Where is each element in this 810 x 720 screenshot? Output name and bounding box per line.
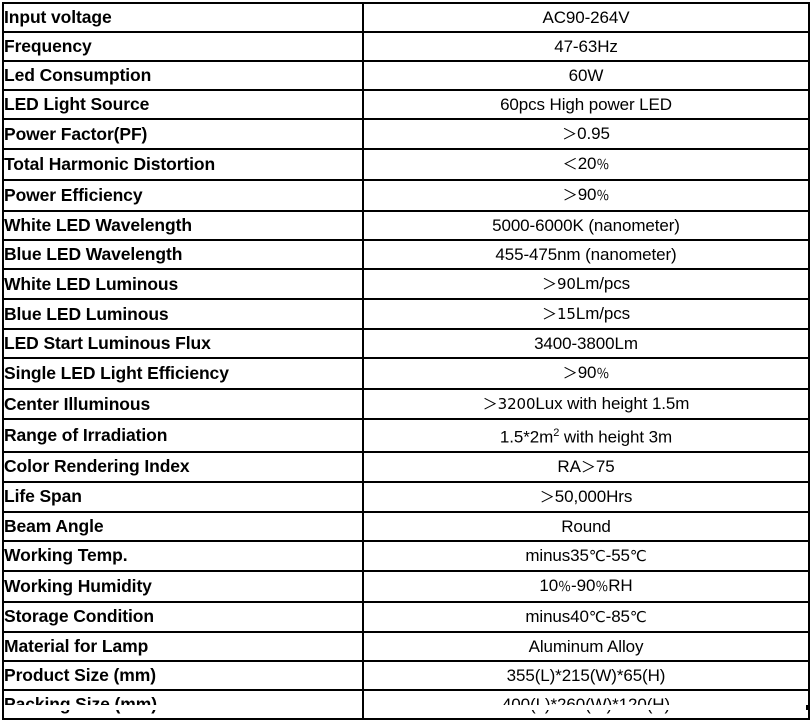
spec-value-cell: Round [362,510,810,542]
spec-label-cell: LED Start Luminous Flux [2,328,364,359]
table-row: Power Efficiency ＞90％ [2,179,810,212]
table-row: Working Humidity 10％-90％RH [2,569,810,603]
table-row: Input voltage AC90-264V [2,2,810,33]
spec-label-cell: Blue LED Wavelength [2,239,364,270]
spec-label-cell: Color Rendering Index [2,450,364,483]
spec-value-cell: Aluminum Alloy [362,630,810,662]
spec-value-cell: 1.5*2m2 with height 3m [362,418,810,453]
table-row: Power Factor(PF) ＞0.95 [2,118,810,150]
table-row: LED Start Luminous Flux 3400-3800Lm [2,328,810,359]
spec-label-cell: Blue LED Luminous [2,298,364,330]
spec-label-cell: Material for Lamp [2,630,364,662]
table-bottom-partial-row [2,705,808,710]
table-row: White LED Luminous ＞90Lm/pcs [2,268,810,300]
table-row: Material for Lamp Aluminum Alloy [2,630,810,662]
spec-label-cell: White LED Luminous [2,268,364,300]
spec-label-cell: Input voltage [2,2,364,33]
table-row: Color Rendering Index RA＞75 [2,450,810,483]
table-row: Blue LED Wavelength 455-475nm (nanometer) [2,239,810,270]
spec-label-cell: White LED Wavelength [2,210,364,241]
spec-label-cell: Center Illuminous [2,388,364,420]
spec-label-cell: Power Efficiency [2,179,364,212]
spec-value-cell: ＞0.95 [362,118,810,150]
spec-label-cell: Led Consumption [2,60,364,91]
table-row: Product Size (mm) 355(L)*215(W)*65(H) [2,659,810,691]
table-row: Led Consumption 60W [2,60,810,91]
table-row: Working Temp. minus35℃-55℃ [2,539,810,572]
spec-value-cell: RA＞75 [362,450,810,483]
table-row: Beam Angle Round [2,510,810,542]
spec-value-cell: ＞90％ [362,179,810,212]
table-bottom-column-divider [362,705,364,710]
table-row: Storage Condition minus40℃-85℃ [2,600,810,633]
table-row: Center Illuminous ＞3200Lux with height 1.… [2,388,810,420]
table-row: LED Light Source 60pcs High power LED [2,89,810,120]
table-row: Total Harmonic Distortion ＜20％ [2,148,810,181]
spec-value-cell: ＞50,000Hrs [362,480,810,513]
spec-value-cell: 60pcs High power LED [362,89,810,120]
table-row: Blue LED Luminous ＞15Lm/pcs [2,298,810,330]
spec-label-cell: Power Factor(PF) [2,118,364,150]
spec-label-cell: Beam Angle [2,510,364,542]
spec-value-cell: ＞15Lm/pcs [362,298,810,330]
spec-value-cell: ＞3200Lux with height 1.5m [362,388,810,420]
spec-value-cell: 3400-3800Lm [362,328,810,359]
table-row: Life Span ＞50,000Hrs [2,480,810,513]
spec-label-cell: LED Light Source [2,89,364,120]
table-row: Range of Irradiation 1.5*2m2 with height … [2,418,810,453]
table-row: Frequency 47-63Hz [2,31,810,62]
spec-value-cell: ＞90Lm/pcs [362,268,810,300]
spec-label-cell: Single LED Light Efficiency [2,357,364,390]
spec-value-cell: ＜20％ [362,148,810,181]
spec-value-cell: ＞90％ [362,357,810,390]
spec-value-cell: 60W [362,60,810,91]
spec-label-cell: Range of Irradiation [2,418,364,453]
spec-label-cell: Total Harmonic Distortion [2,148,364,181]
table-row: Single LED Light Efficiency ＞90％ [2,357,810,390]
spec-value-cell: 47-63Hz [362,31,810,62]
spec-value-cell: 455-475nm (nanometer) [362,239,810,270]
spec-label-cell: Storage Condition [2,600,364,633]
spec-value-cell: 10％-90％RH [362,569,810,603]
spec-value-cell: 355(L)*215(W)*65(H) [362,659,810,691]
spec-label-cell: Life Span [2,480,364,513]
spec-label-cell: Working Humidity [2,569,364,603]
spec-label-cell: Working Temp. [2,539,364,572]
spec-value-cell: minus35℃-55℃ [362,539,810,572]
table-row: White LED Wavelength 5000-6000K (nanomete… [2,210,810,241]
spec-value-cell: minus40℃-85℃ [362,600,810,633]
spec-label-cell: Frequency [2,31,364,62]
spec-value-cell: AC90-264V [362,2,810,33]
spec-value-cell: 5000-6000K (nanometer) [362,210,810,241]
spec-label-cell: Product Size (mm) [2,659,364,691]
